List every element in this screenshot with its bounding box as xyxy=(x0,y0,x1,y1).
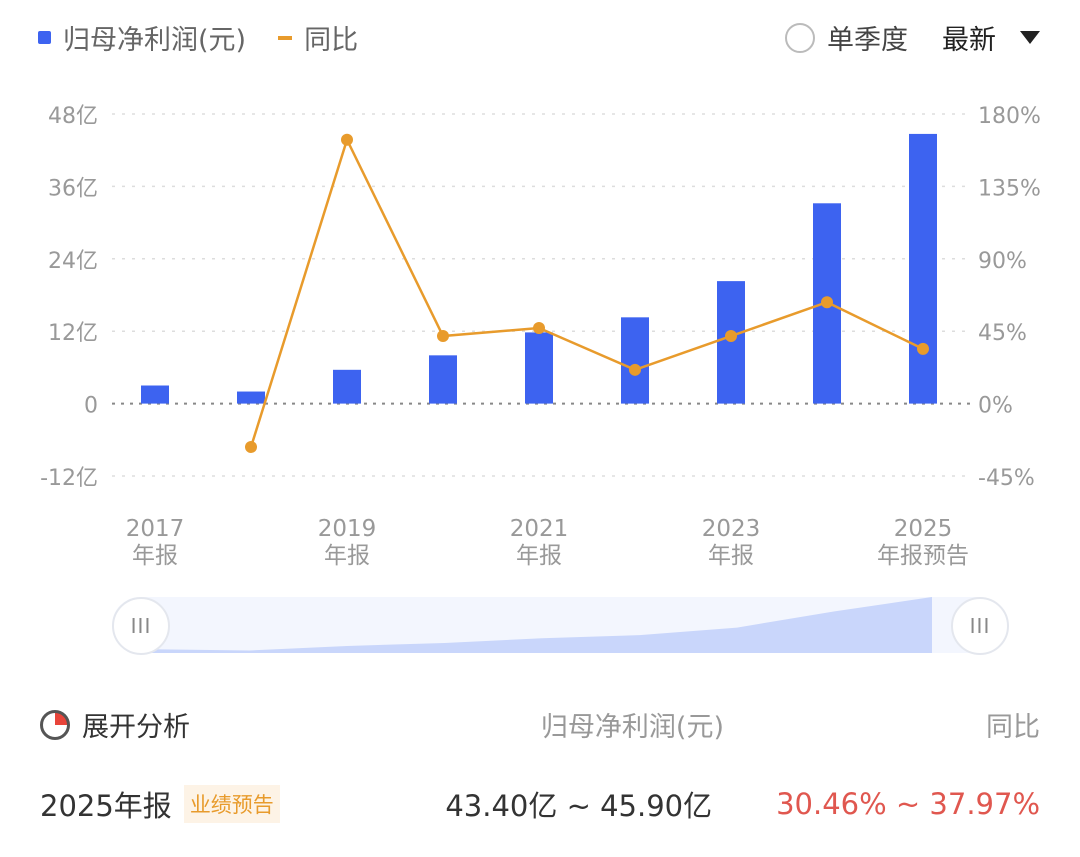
right-tick-label: 180% xyxy=(978,104,1041,129)
x-tick-type: 年报 xyxy=(324,543,370,569)
slider-right-handle[interactable]: III xyxy=(951,597,1009,655)
chevron-down-icon[interactable] xyxy=(1020,31,1040,44)
x-tick-type: 年报预告 xyxy=(877,543,969,569)
pie-chart-icon[interactable] xyxy=(40,709,70,740)
bar xyxy=(333,369,361,404)
yoy-point xyxy=(341,133,353,146)
handle-grip-icon: III xyxy=(969,614,991,638)
legend-bar-label[interactable]: 归母净利润(元) xyxy=(63,25,247,56)
bar xyxy=(909,133,937,404)
left-tick-label: 48亿 xyxy=(48,104,98,129)
yoy-point xyxy=(629,363,641,376)
period: 2025年报 xyxy=(40,789,172,823)
bar-legend-swatch xyxy=(38,31,51,44)
bar xyxy=(237,391,265,404)
chart-controls: 单季度 最新 xyxy=(785,18,1040,57)
yoy-point xyxy=(725,330,737,343)
x-tick-year: 2023 xyxy=(702,516,761,542)
legend: 归母净利润(元) 同比 xyxy=(38,18,358,57)
x-tick-type: 年报 xyxy=(708,543,754,569)
forecast-badge: 业绩预告 xyxy=(183,785,280,823)
line-legend-swatch xyxy=(278,35,293,40)
col-header-profit: 归母净利润(元) xyxy=(540,712,724,743)
chart[interactable]: 48亿 36亿 24亿 12亿 0 -12亿 180% 135% 90% 45% 0% -45% 201… xyxy=(0,80,1080,580)
yoy-line xyxy=(249,136,924,448)
left-tick-label: 12亿 xyxy=(48,321,98,346)
bar xyxy=(141,385,169,404)
latest-dropdown[interactable]: 最新 xyxy=(942,25,996,56)
yoy-value: 30.46% ~ 37.97% xyxy=(776,787,1040,821)
yoy-point xyxy=(917,342,929,355)
bar xyxy=(621,317,649,404)
legend-line-label[interactable]: 同比 xyxy=(304,25,359,56)
x-tick-year: 2025 xyxy=(894,516,953,542)
right-tick-label: 90% xyxy=(978,249,1027,274)
quarter-radio[interactable] xyxy=(785,22,815,53)
quarter-label[interactable]: 单季度 xyxy=(827,25,908,56)
right-tick-label: -45% xyxy=(978,466,1035,491)
handle-grip-icon: III xyxy=(130,614,152,638)
x-tick-type: 年报 xyxy=(516,543,562,569)
table-row[interactable]: 2025年报 业绩预告 43.40亿 ~ 45.90亿 30.46% ~ 37.… xyxy=(40,783,1040,825)
x-tick-year: 2021 xyxy=(510,516,569,542)
x-tick-year: 2019 xyxy=(318,516,377,542)
x-tick-type: 年报 xyxy=(132,543,178,569)
x-tick-year: 2017 xyxy=(126,516,185,542)
right-tick-label: 0% xyxy=(978,394,1013,419)
col-header-yoy: 同比 xyxy=(986,712,1040,743)
slider-preview xyxy=(152,597,932,653)
yoy-point xyxy=(437,330,449,343)
expand-analysis-button[interactable]: 展开分析 xyxy=(82,712,190,743)
table-header: 展开分析 归母净利润(元) 同比 xyxy=(40,705,1040,744)
yoy-point xyxy=(245,441,257,454)
bar xyxy=(429,355,457,404)
left-tick-label: 24亿 xyxy=(48,249,98,274)
right-tick-label: 135% xyxy=(978,176,1041,201)
left-tick-label: -12亿 xyxy=(40,466,98,491)
left-tick-label: 36亿 xyxy=(48,176,98,201)
yoy-point xyxy=(533,321,545,334)
slider-area xyxy=(152,597,932,653)
right-tick-label: 45% xyxy=(978,321,1027,346)
slider-left-handle[interactable]: III xyxy=(112,597,170,655)
range-slider[interactable] xyxy=(112,597,1007,653)
yoy-point xyxy=(821,296,833,309)
bar xyxy=(525,332,553,404)
left-tick-label: 0 xyxy=(84,394,98,419)
profit-value: 43.40亿 ~ 45.90亿 xyxy=(445,789,713,823)
bar xyxy=(717,281,745,404)
